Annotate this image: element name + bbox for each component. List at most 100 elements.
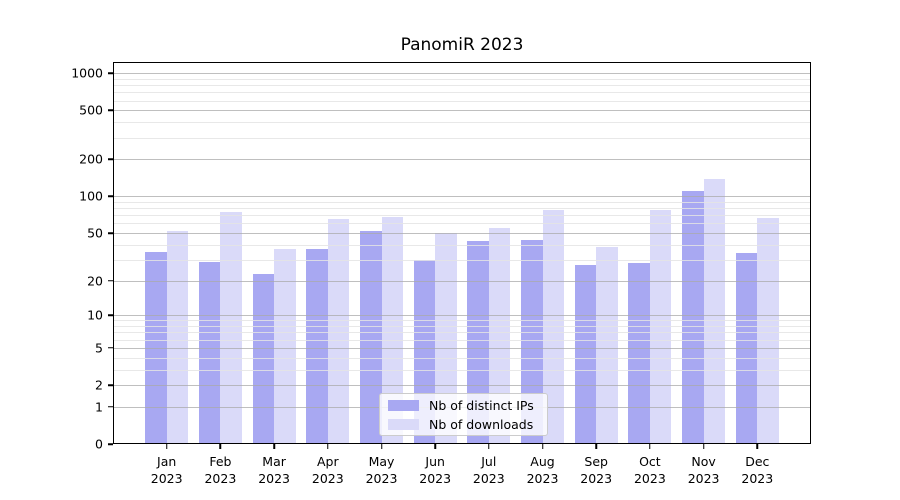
gridline-minor-900 [113,78,811,80]
gridline-minor-40 [113,244,811,246]
x-tick-mark-jul [488,444,490,449]
legend-item-distinct-ips: Nb of distinct IPs [388,398,539,413]
gridline-minor-60 [113,223,811,225]
gridline-minor-70 [113,215,811,217]
gridline-minor-30 [113,259,811,261]
bar-downloads-jan [166,231,189,444]
x-tick-mark-nov [702,444,705,449]
legend-item-downloads: Nb of downloads [388,417,539,432]
legend-swatch-distinct-ips [388,399,419,411]
x-tick-mark-jun [434,444,436,449]
bar-downloads-dec [757,218,779,444]
y-tick-mark-0 [108,443,113,445]
y-tick-label-10: 10 [87,307,103,323]
y-tick-mark-100 [108,195,113,198]
y-tick-mark-1000 [108,72,113,75]
x-tick-mark-may [380,444,383,449]
chart-title: PanomiR 2023 [400,35,524,55]
x-tick-label-mar: Mar 2023 [258,454,290,486]
y-tick-label-100: 100 [79,188,103,204]
gridline-minor-600 [113,100,811,102]
gridline-50 [113,233,811,234]
bar-distinct-ips-apr [306,248,328,444]
gridline-minor-3 [113,369,811,371]
x-tick-mark-sep [595,444,597,449]
x-tick-mark-apr [327,444,329,449]
x-tick-mark-aug [541,444,544,449]
gridline-minor-700 [113,92,811,94]
bar-downloads-jun [435,233,457,444]
gridline-2 [113,385,811,387]
y-tick-label-1000: 1000 [71,65,103,81]
plot-area [113,62,811,444]
x-tick-mark-jan [165,444,168,449]
y-tick-label-20: 20 [87,273,103,289]
y-tick-mark-5 [108,347,113,349]
y-tick-mark-50 [108,232,113,234]
legend: Nb of distinct IPs Nb of downloads [379,393,548,436]
bar-distinct-ips-sep [574,265,597,444]
x-tick-label-apr: Apr 2023 [311,454,344,486]
y-tick-label-500: 500 [79,102,103,118]
gridline-5 [113,347,811,349]
x-tick-label-jul: Jul 2023 [472,454,505,486]
y-tick-label-1: 1 [95,399,103,415]
bar-distinct-ips-nov [682,191,704,444]
x-tick-mark-mar [273,444,275,449]
y-tick-label-5: 5 [95,340,103,356]
x-tick-mark-dec [756,444,759,449]
x-tick-label-may: May 2023 [365,454,398,486]
y-tick-label-200: 200 [79,151,103,167]
x-tick-label-oct: Oct 2023 [633,454,666,486]
gridline-minor-90 [113,202,811,203]
gridline-minor-80 [113,208,811,210]
y-tick-mark-2 [108,384,113,386]
gridline-minor-400 [113,122,811,124]
bar-downloads-jul [488,228,511,444]
y-tick-mark-10 [108,314,113,317]
x-tick-label-jun: Jun 2023 [419,454,452,486]
legend-label-distinct-ips: Nb of distinct IPs [429,397,534,413]
gridline-100 [113,196,811,198]
gridline-1000 [113,73,811,75]
x-tick-label-sep: Sep 2023 [580,454,613,486]
gridline-minor-4 [113,357,811,359]
legend-swatch-downloads [388,418,419,430]
bar-downloads-nov [703,178,726,444]
x-tick-mark-feb [219,444,222,449]
y-tick-mark-200 [108,158,113,161]
bar-downloads-sep [596,247,618,444]
bar-distinct-ips-oct [628,263,650,444]
y-tick-mark-1 [108,406,113,408]
gridline-500 [113,110,811,112]
bar-downloads-mar [274,248,296,444]
x-tick-label-jan: Jan 2023 [150,454,183,486]
gridline-minor-7 [113,332,811,334]
y-tick-mark-500 [108,109,113,112]
gridline-minor-9 [113,320,811,322]
y-tick-mark-20 [108,279,113,282]
gridline-minor-300 [113,137,811,139]
bar-distinct-ips-jan [145,251,167,444]
y-tick-label-0: 0 [95,436,103,452]
x-tick-label-aug: Aug 2023 [526,454,559,486]
gridline-minor-6 [113,339,811,341]
y-tick-label-2: 2 [95,377,103,393]
gridline-minor-8 [113,326,811,328]
gridline-minor-800 [113,85,811,87]
bar-distinct-ips-feb [198,261,221,444]
gridline-10 [113,315,811,317]
bar-downloads-feb [220,211,242,444]
legend-label-downloads: Nb of downloads [429,416,534,432]
x-tick-mark-oct [649,444,651,449]
y-tick-label-50: 50 [87,225,103,241]
x-tick-label-nov: Nov 2023 [687,454,720,486]
gridline-20 [113,280,811,282]
bar-downloads-may [381,216,403,444]
x-tick-label-feb: Feb 2023 [204,454,237,486]
bar-distinct-ips-aug [521,239,543,444]
bar-distinct-ips-may [360,231,382,444]
x-tick-label-dec: Dec 2023 [741,454,774,486]
gridline-200 [113,159,811,161]
